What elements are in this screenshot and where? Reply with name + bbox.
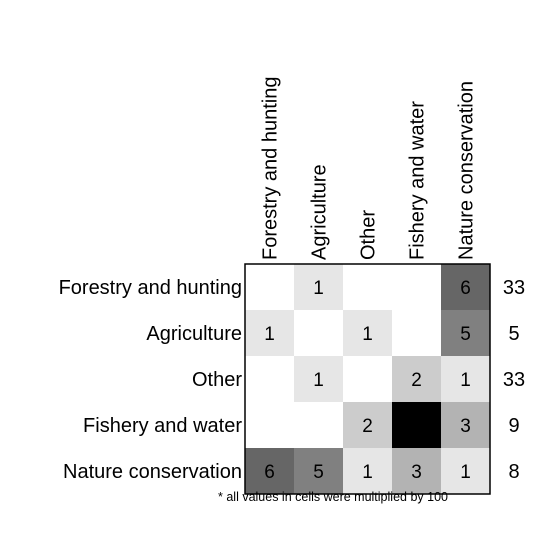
heatmap-cell [441,356,490,402]
cell-value-label: 6 [460,278,471,299]
column-label: Other [358,210,380,260]
row-total-label: 33 [503,369,525,391]
heatmap-cell [294,356,343,402]
heatmap-cell [441,402,490,448]
cell-value-label: 2 [362,416,373,437]
column-label: Forestry and hunting [260,77,282,260]
heatmap-cell [343,402,392,448]
row-label: Other [192,369,242,391]
heatmap-cell [392,402,441,448]
row-label: Fishery and water [83,415,242,437]
cell-value-label: 1 [362,324,373,345]
column-label: Nature conservation [456,81,478,260]
heatmap-cell [441,264,490,310]
heatmap-cell [343,310,392,356]
cell-value-label: 1 [460,370,471,391]
heatmap-cell [245,448,294,494]
row-label: Forestry and hunting [59,277,242,299]
heatmap-cell [392,356,441,402]
cell-value-label: 1 [264,324,275,345]
row-total-label: 5 [508,323,519,345]
plot-border [244,263,491,495]
heatmap-cell [294,264,343,310]
cell-value-label: 3 [411,462,422,483]
heatmap-cell [441,310,490,356]
heatmap-cell [392,448,441,494]
heatmap-cell [441,448,490,494]
footnote: * all values in cells were multiplied by… [218,490,448,504]
cell-value-label: 6 [264,462,275,483]
row-total-label: 9 [508,415,519,437]
heatmap-cell [343,448,392,494]
cell-value-label: 1 [313,370,324,391]
row-total-label: 33 [503,277,525,299]
cell-value-label: 5 [313,462,324,483]
cell-value-label: 2 [411,370,422,391]
cell-value-label: 5 [460,324,471,345]
column-label: Fishery and water [407,101,429,260]
row-label: Agriculture [146,323,242,345]
cell-value-label: 3 [460,416,471,437]
heatmap-cell [245,310,294,356]
row-label: Nature conservation [63,461,242,483]
row-total-label: 8 [508,461,519,483]
cell-value-label: 1 [313,278,324,299]
heatmap-cell [294,448,343,494]
cell-value-label: 1 [362,462,373,483]
cell-value-label: 1 [460,462,471,483]
cell-value-label: 10 [406,416,427,437]
column-label: Agriculture [309,164,331,260]
